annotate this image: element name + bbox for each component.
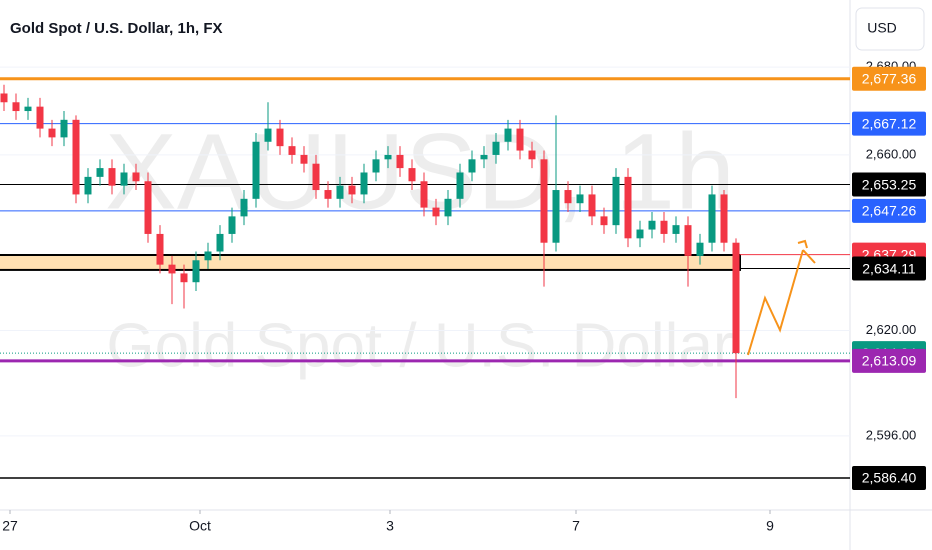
candle-body: [564, 190, 572, 204]
candle-body: [612, 176, 620, 226]
candle-body: [144, 181, 152, 234]
price-label: 2,647.26: [862, 203, 917, 219]
candle-body: [120, 172, 128, 186]
candle-body: [672, 225, 680, 234]
candle-body: [264, 128, 272, 142]
candle-body: [516, 128, 524, 151]
price-label-box: [852, 111, 926, 136]
candle-body: [336, 185, 344, 199]
candle-body: [504, 128, 512, 142]
x-tick-label: 27: [2, 518, 18, 534]
candle-body: [540, 159, 548, 243]
candle-body: [108, 168, 116, 186]
candle-body: [432, 207, 440, 217]
candle-body: [372, 159, 380, 173]
price-label: 2,667.12: [862, 115, 917, 131]
y-tick-label: 2,620.00: [866, 322, 917, 337]
candle-body: [588, 194, 596, 217]
candle-body: [396, 154, 404, 169]
candle-body: [708, 194, 716, 243]
candle-body: [228, 216, 236, 234]
candle-body: [660, 220, 668, 234]
price-label: 2,653.25: [862, 176, 917, 192]
y-tick-label: 2,660.00: [866, 146, 917, 161]
candle-body: [360, 172, 368, 195]
candle-body: [348, 185, 356, 195]
x-tick-label: Oct: [189, 518, 211, 534]
candle-body: [732, 242, 740, 354]
candle-body: [276, 128, 284, 147]
candle-body: [204, 251, 212, 261]
candle-body: [492, 141, 500, 155]
candle-body: [600, 216, 608, 226]
candle-body: [96, 168, 104, 177]
candle-body: [252, 141, 260, 199]
price-label-box: [852, 66, 926, 91]
price-label-box: [852, 465, 926, 490]
support-zone: [0, 254, 741, 271]
candle-body: [240, 198, 248, 217]
price-label-box: [852, 198, 926, 223]
price-label: 2,677.36: [862, 70, 917, 86]
candle-body: [180, 273, 188, 283]
x-tick-label: 7: [572, 518, 580, 534]
candle-body: [36, 106, 44, 129]
chart-title: Gold Spot / U.S. Dollar, 1h, FX: [10, 20, 223, 37]
candle-body: [48, 128, 56, 138]
currency[interactable]: USD: [867, 20, 897, 36]
candle-body: [0, 93, 8, 103]
candle-body: [480, 154, 488, 160]
watermark-name: Gold Spot / U.S. Dollar: [106, 311, 733, 380]
candle-body: [552, 190, 560, 243]
candle-body: [312, 163, 320, 191]
candle-body: [132, 172, 140, 182]
projection-arrow: [747, 239, 816, 356]
candle-body: [24, 106, 32, 112]
candle-body: [636, 229, 644, 239]
candle-body: [456, 172, 464, 199]
candle-body: [468, 159, 476, 173]
candle-body: [168, 264, 176, 274]
candle-body: [684, 225, 692, 256]
price-label-box: [852, 172, 926, 197]
price-label: 2,613.09: [862, 353, 917, 369]
candle-body: [696, 242, 704, 256]
candle-body: [624, 176, 632, 239]
candle-body: [444, 198, 452, 217]
candle-body: [408, 168, 416, 182]
candle-body: [720, 194, 728, 243]
price-label: 2,634.11: [862, 260, 916, 276]
candle-body: [384, 154, 392, 160]
candle-body: [216, 233, 224, 252]
candle-body: [576, 194, 584, 204]
price-label-box: [852, 348, 926, 373]
candle-body: [60, 119, 68, 138]
candle-body: [420, 181, 428, 208]
candle-body: [528, 150, 536, 160]
candle-body: [192, 260, 200, 283]
watermark-symbol: XAUUSD, 1h: [105, 111, 735, 232]
candle-body: [300, 154, 308, 164]
price-label: 2,586.40: [862, 470, 917, 486]
candle-body: [288, 146, 296, 155]
candle-body: [12, 102, 20, 112]
candle-body: [324, 190, 332, 199]
candle-body: [156, 233, 164, 265]
price-label-box: [852, 256, 926, 281]
currency-button[interactable]: [855, 7, 925, 51]
x-tick-label: 3: [386, 518, 394, 534]
y-tick-label: 2,596.00: [866, 427, 917, 442]
candle-body: [648, 220, 656, 230]
candle-body: [72, 119, 80, 195]
watermark: XAUUSD, 1h Gold Spot / U.S. Dollar: [105, 111, 735, 381]
x-tick-label: 9: [766, 518, 774, 534]
candle-body: [84, 176, 92, 195]
